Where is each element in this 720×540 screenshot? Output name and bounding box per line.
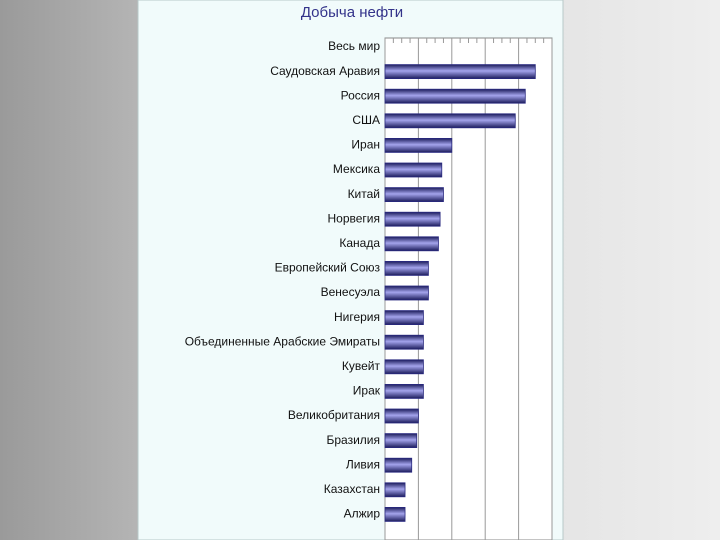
bar (384, 285, 429, 301)
y-tick-label: Европейский Союз (275, 261, 381, 275)
y-tick-label: Саудовская Аравия (270, 64, 380, 78)
y-tick-label: Бразилия (327, 433, 381, 447)
bar (384, 408, 419, 424)
y-tick-label: Иран (351, 138, 380, 152)
y-tick-label: Казахстан (324, 482, 380, 496)
y-tick-label: Кувейт (342, 359, 381, 373)
y-tick-label: Канада (339, 236, 380, 250)
bar (384, 187, 444, 203)
y-tick-label: Китай (348, 187, 380, 201)
bar (384, 310, 424, 326)
y-tick-label: США (352, 113, 380, 127)
bar (384, 433, 418, 449)
bar (384, 137, 453, 153)
bar (384, 260, 429, 276)
y-tick-label: Венесуэла (321, 285, 381, 299)
bar (384, 334, 424, 350)
y-tick-label: Великобритания (288, 408, 380, 422)
y-tick-label: Мексика (333, 162, 380, 176)
bar (384, 383, 424, 399)
bar (384, 162, 443, 178)
bar (384, 506, 406, 522)
y-tick-label: Нигерия (334, 310, 380, 324)
bar (384, 359, 424, 375)
bar (384, 88, 526, 104)
bar (384, 64, 536, 79)
y-tick-label: Объединенные Арабские Эмираты (185, 334, 380, 348)
bar (384, 113, 516, 129)
y-tick-label: Алжир (344, 507, 381, 521)
bar (384, 236, 439, 252)
bar (384, 457, 413, 473)
bar (384, 211, 441, 227)
chart-title: Добыча нефти (301, 4, 403, 21)
y-tick-label: Ливия (346, 457, 380, 471)
y-tick-label: Россия (341, 88, 380, 102)
bar (384, 482, 406, 498)
y-tick-label: Весь мир (328, 39, 380, 53)
y-tick-label: Норвегия (327, 211, 380, 225)
y-tick-label: Ирак (353, 384, 381, 398)
